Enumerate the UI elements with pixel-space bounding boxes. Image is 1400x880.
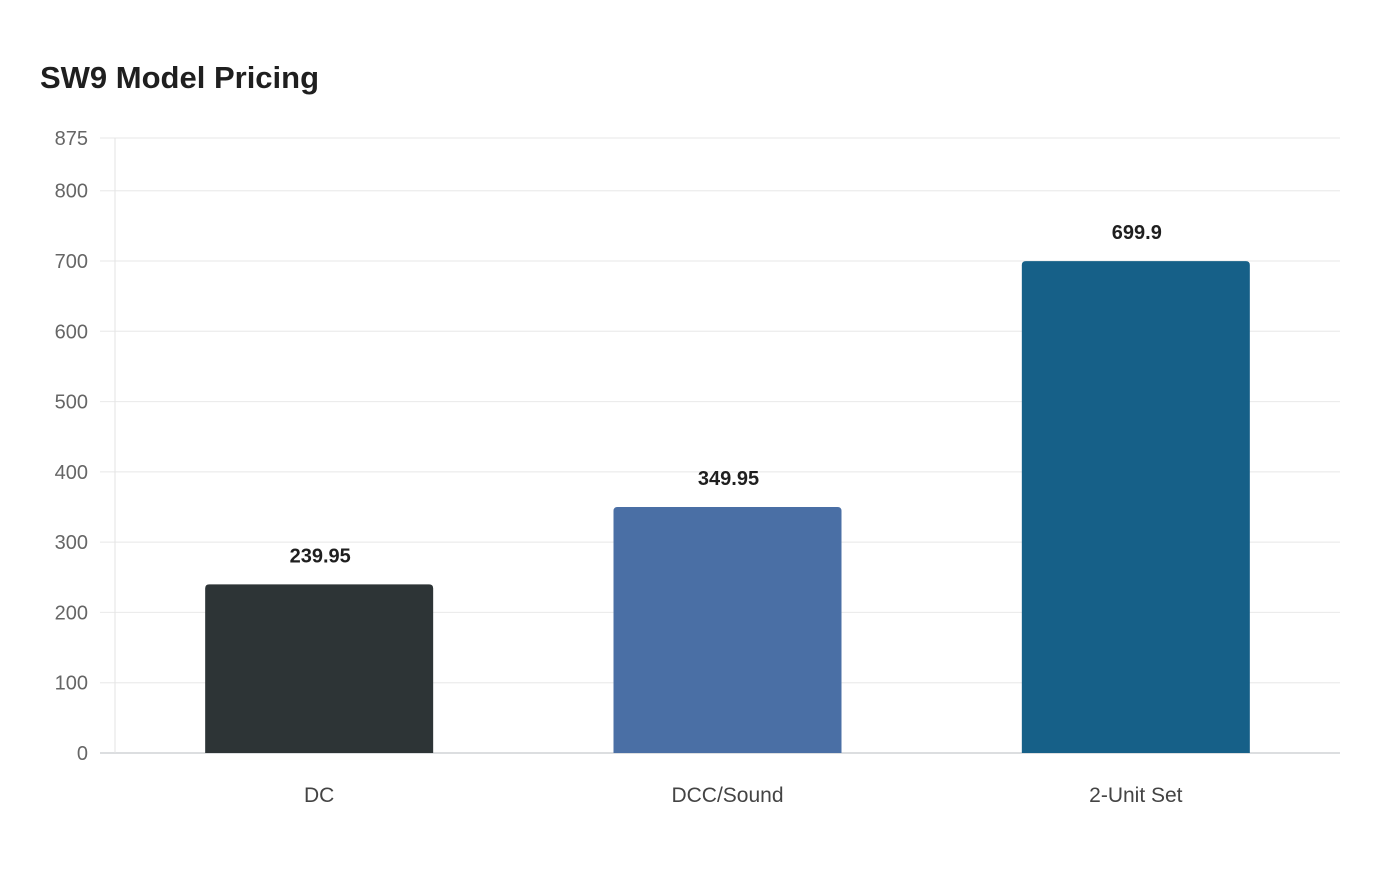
bar: [1021, 261, 1250, 753]
x-tick-label: DC: [304, 784, 334, 807]
data-label: 239.95: [290, 545, 351, 567]
y-tick-label: 500: [55, 392, 88, 414]
bar: [613, 507, 842, 753]
x-tick-label: 2-Unit Set: [1089, 784, 1183, 807]
y-tick-label: 300: [55, 532, 88, 554]
y-tick-label: 100: [55, 673, 88, 695]
y-tick-label: 200: [55, 602, 88, 624]
data-label: 699.9: [1112, 222, 1162, 244]
y-tick-label: 400: [55, 462, 88, 484]
chart-title: SW9 Model Pricing: [40, 60, 320, 95]
y-tick-label: 600: [55, 321, 88, 343]
y-tick-label: 0: [77, 743, 88, 765]
y-tick-label: 800: [55, 181, 88, 203]
bar: [205, 584, 434, 753]
data-label: 349.95: [698, 468, 759, 490]
y-tick-label: 875: [55, 128, 88, 150]
y-tick-label: 700: [55, 251, 88, 273]
x-tick-label: DCC/Sound: [671, 784, 783, 807]
